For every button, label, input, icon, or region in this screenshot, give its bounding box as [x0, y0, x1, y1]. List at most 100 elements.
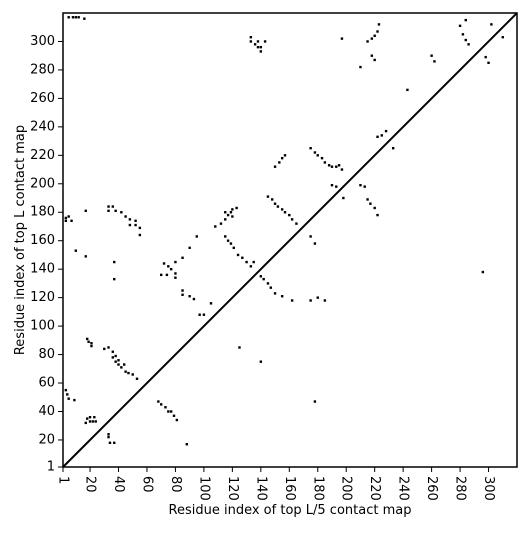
contact-point [164, 406, 167, 409]
contact-point [490, 23, 493, 26]
diagonal [62, 12, 518, 468]
contact-point [266, 195, 270, 198]
contact-point [113, 260, 116, 264]
contact-point [71, 16, 75, 19]
contact-point [481, 270, 485, 274]
contact-point [316, 154, 319, 157]
contact-point [83, 17, 86, 20]
contact-point [231, 208, 234, 211]
contact-point [85, 337, 89, 341]
contact-point [127, 371, 130, 375]
contact-point [74, 16, 78, 19]
contact-point [461, 33, 465, 36]
x-tick-label: 180 [310, 476, 325, 501]
x-tick-label: 160 [282, 476, 297, 501]
contact-point [340, 168, 344, 171]
contact-point [330, 184, 334, 187]
x-tick-label: 280 [453, 476, 468, 501]
contact-point [273, 165, 277, 168]
contact-point [113, 441, 116, 445]
contact-point [70, 219, 73, 222]
contact-point [313, 242, 317, 245]
contact-point [202, 313, 206, 316]
contact-point [337, 164, 341, 167]
contact-point [259, 45, 263, 49]
contact-point [214, 225, 217, 228]
contact-point [224, 211, 227, 214]
contact-point [226, 239, 230, 242]
contact-point [138, 233, 142, 237]
x-tick-label: 140 [253, 476, 268, 501]
contact-point [377, 23, 381, 26]
contact-point [188, 295, 191, 298]
x-tick-label: 120 [225, 476, 240, 501]
contact-point [376, 135, 379, 139]
contact-point [162, 262, 166, 265]
contact-point [134, 223, 137, 227]
contact-point [198, 313, 201, 316]
contact-point [249, 35, 253, 39]
y-tick-label: 100 [30, 319, 55, 334]
contact-point [188, 246, 191, 250]
contact-point [226, 213, 230, 217]
contact-point [165, 273, 169, 277]
contact-point [320, 156, 324, 160]
contact-point [259, 275, 263, 278]
contact-point [114, 209, 117, 213]
contact-point [128, 218, 132, 221]
y-tick-label: 300 [30, 34, 55, 49]
contact-point [94, 420, 97, 423]
contact-point [340, 37, 344, 40]
contact-point [138, 226, 142, 230]
contact-point [376, 30, 379, 33]
contact-point [157, 400, 160, 403]
contact-point [235, 206, 238, 210]
y-tick-label: 280 [30, 62, 55, 77]
contact-point [256, 40, 260, 43]
contact-point [84, 421, 87, 425]
y-tick-label: 260 [30, 91, 55, 106]
contact-point [131, 373, 134, 376]
contact-point [174, 272, 177, 275]
x-tick-label: 220 [367, 476, 382, 501]
contact-point [64, 219, 68, 222]
contact-point [253, 43, 257, 46]
contact-point [174, 260, 177, 264]
contact-point [181, 256, 184, 259]
x-tick-label: 1 [56, 476, 71, 484]
x-tick-label: 60 [139, 476, 154, 493]
contact-point [327, 164, 331, 167]
contact-point [359, 65, 362, 69]
y-tick-label: 40 [38, 404, 55, 419]
contact-point [160, 273, 163, 277]
contact-point [107, 205, 110, 208]
contact-point [430, 54, 433, 57]
contact-point [370, 37, 374, 40]
x-axis-label: Residue index of top L/5 contact map [169, 503, 412, 518]
contact-point [273, 292, 277, 295]
contact-point [120, 211, 123, 214]
contact-point [373, 34, 376, 37]
contact-point [484, 55, 487, 59]
y-tick-label: 180 [30, 205, 55, 220]
contact-point [369, 202, 372, 205]
contact-point [467, 43, 470, 46]
contact-point [283, 211, 287, 214]
contact-point [276, 205, 280, 208]
contact-point [107, 346, 110, 349]
contact-point [111, 356, 115, 359]
contact-point [90, 341, 93, 345]
contact-point [85, 417, 89, 420]
contact-point [88, 420, 92, 423]
contact-point [263, 40, 267, 43]
contact-point [67, 215, 70, 218]
contact-point [370, 54, 374, 57]
contact-point [236, 253, 240, 257]
contact-point [229, 211, 233, 214]
contact-point [323, 161, 327, 164]
contact-point [135, 377, 139, 380]
contact-point [84, 209, 87, 213]
contact-point [122, 363, 126, 366]
contact-point [241, 256, 244, 259]
contact-point [335, 185, 338, 188]
